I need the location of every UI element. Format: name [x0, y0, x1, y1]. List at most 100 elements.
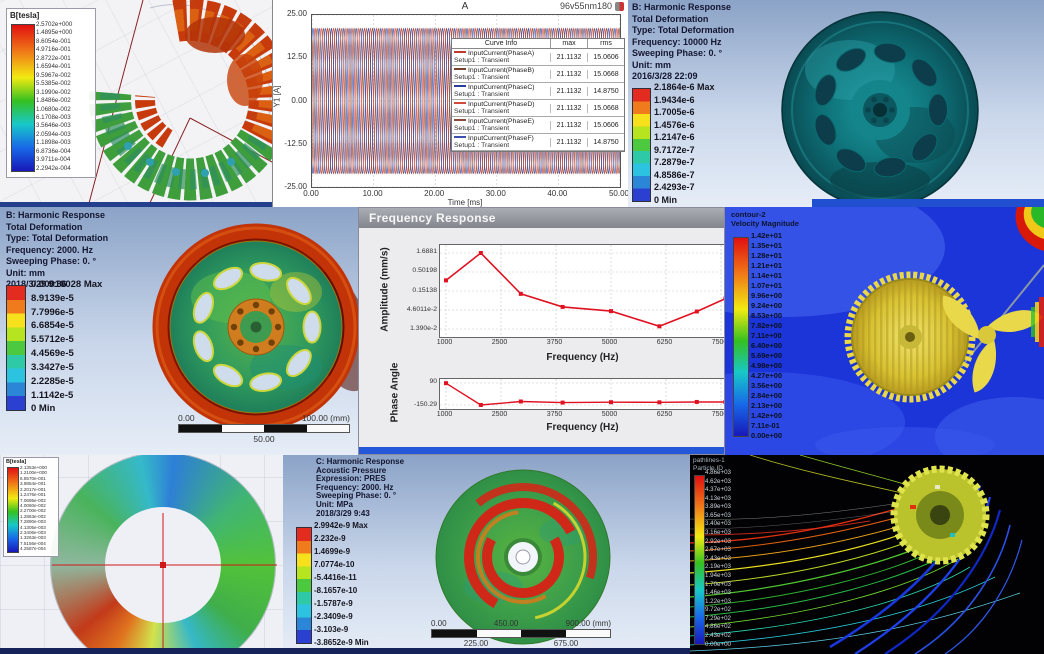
legend-value: 9.5967e-002 [36, 71, 71, 79]
curve-rms: 15.0668 [587, 103, 624, 113]
wheel-model-graphic [781, 11, 979, 207]
curve-setup: Setup1 : Transient [454, 108, 510, 115]
annotation-line: Expression: PRES [316, 474, 386, 484]
legend-value: 2.8722e-001 [36, 54, 71, 62]
legend-value: 2.5702e+000 [36, 21, 73, 28]
x-tick: 6250 [656, 411, 673, 418]
annotation-line: Frequency: 10000 Hz [632, 36, 722, 47]
legend-value: 1.3263e-003 [20, 535, 46, 541]
velocity-legend-values: 1.42e+01 1.35e+01 1.28e+01 1.21e+01 1.14e+01… [751, 232, 782, 440]
x-tick: 1000 [436, 339, 453, 346]
legend-value: 0.00010028 Max [31, 279, 103, 290]
curve-max: 21.1132 [550, 69, 587, 79]
streamlines-view: pathlines-1 Particle ID 4.86e+03 4.62e+03… [690, 455, 1044, 654]
particle-id-legend-values: 4.86e+03 4.62e+03 4.37e+03 4.13e+03 3.89e+03… [705, 469, 731, 648]
legend-value: 7.5156e-004 [20, 540, 46, 546]
y-tick: 12.50 [286, 52, 307, 62]
legend-value: 1.2147e-6 [654, 132, 695, 143]
legend-value: 1.28e+01 [751, 251, 783, 261]
curve-color-sample [454, 102, 466, 105]
legend-value: 4.27e+00 [751, 371, 783, 381]
curve-name: InputCurrent(PhaseF) [468, 135, 534, 142]
legend-value: 4.62e+03 [705, 477, 731, 485]
legend-value: -1.5787e-9 [314, 599, 353, 608]
legend-value: 5.5385e-002 [36, 80, 71, 88]
amplitude-y-ticks: 1.6881 0.50198 0.15138 4.6011e-2 1.390e-2 [393, 248, 437, 332]
legend-value: 3.5646e-003 [36, 122, 71, 130]
curve-rms: 14.8750 [587, 86, 624, 96]
ruler-mid: 50.00 [253, 434, 275, 444]
legend-value: 3.9711e-004 [36, 156, 71, 164]
curve-color-sample [454, 68, 466, 71]
curve-setup: Setup1 : Transient [454, 142, 510, 149]
legend-value: 2.2942e-004 [36, 164, 71, 172]
ruler-900: 900.00 (mm) [565, 619, 611, 628]
frequency-response-window: Frequency Response Amplitude (mm/s) 1.68… [358, 207, 725, 455]
annotation-line: Unit: mm [6, 267, 45, 278]
legend-value: 4.37e+03 [705, 486, 731, 494]
pressure-colorbar [296, 527, 312, 644]
legend-value: 7.2890e-003 [20, 519, 46, 525]
curve-rms: 15.0668 [587, 69, 624, 79]
legend-values: 2.1353e+000 1.2100e+000 6.8570e-001 3.8854e… [20, 465, 47, 552]
col-curve-info: Curve Info [484, 40, 518, 47]
legend-value: 1.4699e-9 [314, 547, 351, 556]
annotation-line: Sweeping Phase: 0. ° [6, 256, 97, 266]
x-tick: 2500 [491, 339, 508, 346]
harmonic-response-10000hz-view: B: Harmonic Response Total Deformation Typ… [628, 0, 1044, 207]
legend-value: 1.14e+01 [751, 271, 783, 281]
legend-value: 9.7172e-7 [654, 144, 695, 155]
legend-value: 3.16e+03 [705, 529, 731, 537]
legend-value: 4.86e+03 [705, 469, 731, 476]
window-titlebar[interactable]: Frequency Response [359, 208, 724, 228]
plot-title: A [461, 1, 469, 12]
curve-setup: Setup1 : Transient [454, 91, 510, 98]
legend-value: 4.2587e-004 [20, 546, 46, 552]
amplitude-curve-graphic [440, 245, 724, 337]
annotation-line: 2016/3/28 22:09 [632, 71, 698, 81]
legend-value: 8.6054e-001 [36, 37, 71, 45]
legend-value: 3.89e+03 [705, 503, 731, 511]
legend-value: 6.8736e-004 [36, 147, 71, 155]
plot-corner: 96v55nm180 [560, 1, 624, 11]
y-tick: 1.390e-2 [410, 325, 437, 332]
stator-field-view: B[tesla] 2.1353e+000 1.2100e+000 6.8570e-0… [0, 455, 283, 654]
ruler-450: 450.00 [493, 619, 519, 628]
legend-value: 6.6854e-5 [31, 320, 74, 332]
legend-value: 5.69e+00 [751, 351, 783, 361]
legend-colorbar [11, 24, 35, 172]
x-tick: 2500 [491, 411, 508, 418]
legend-value: 7.29e+02 [705, 614, 731, 622]
legend-value: 3.1990e-002 [36, 88, 71, 96]
legend-value: 2.232e-9 [314, 534, 346, 543]
disc-model-graphic [435, 469, 611, 645]
streamlines-graphic [690, 455, 1023, 654]
legend-value: 2.43e+02 [705, 631, 731, 639]
legend-value: 7.82e+00 [751, 321, 783, 331]
legend-value: 1.22e+03 [705, 597, 731, 605]
magnetic-field-view: B[tesla] 2.5702e+000 1.4895e+000 8.6054e-0… [0, 0, 272, 207]
phase-plot-area [439, 378, 724, 410]
ruler-675: 675.00 [553, 639, 579, 648]
curve-max: 21.1132 [550, 52, 587, 62]
legend-value: 7.2879e-7 [654, 157, 695, 168]
legend-title: B[tesla] [6, 459, 27, 465]
curve-max: 21.1132 [550, 103, 587, 113]
legend-value: 1.8486e-002 [36, 97, 71, 105]
legend-value: 2.3406e-003 [20, 530, 46, 536]
deformation-colorbar [6, 285, 26, 411]
legend-value: 0 Min [654, 194, 678, 205]
y-tick: 25.00 [286, 9, 307, 18]
ansoft-logo-icon [615, 1, 624, 11]
y-tick: 90 [429, 378, 437, 385]
legend-value: 3.65e+03 [705, 511, 731, 519]
cfd-field-graphic [725, 207, 1044, 455]
legend-value: 0 Min [31, 403, 56, 415]
legend-value: 7.7996e-5 [31, 306, 74, 318]
curve-color-sample [454, 136, 466, 139]
legend-value: 8.9139e-5 [31, 292, 74, 304]
curve-name: InputCurrent(PhaseE) [468, 118, 535, 125]
curve-max: 21.1132 [550, 137, 587, 147]
table-header: Curve Info max rms [452, 39, 624, 49]
